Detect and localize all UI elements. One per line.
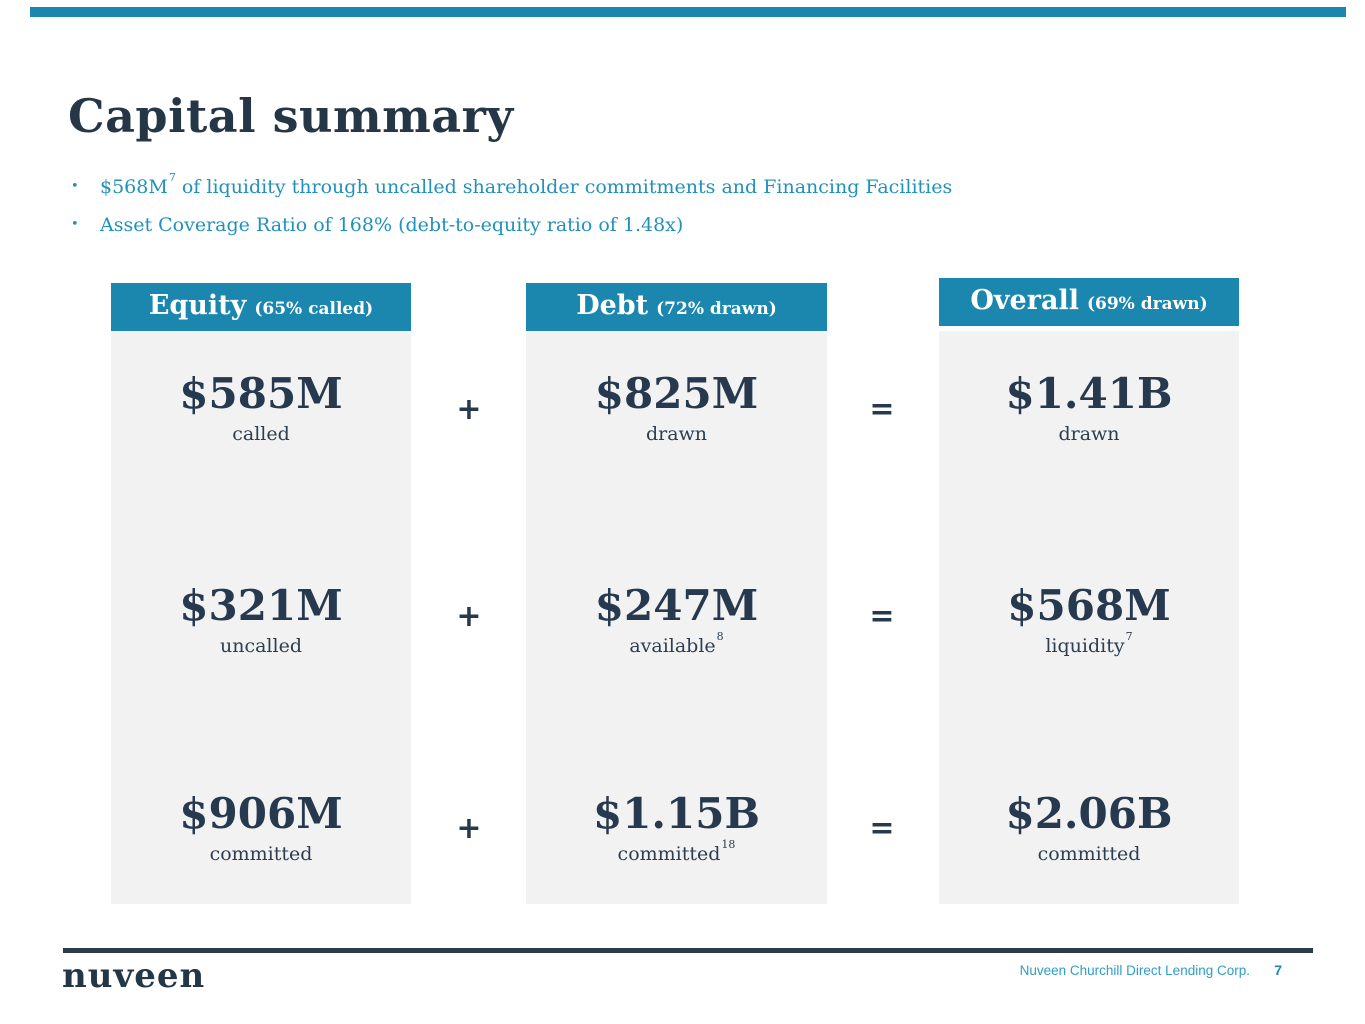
cell-label: committed18 (526, 837, 827, 867)
cell-value: $2.06B (1005, 789, 1173, 838)
overall-liquidity-cell: $568M liquidity7 (939, 581, 1239, 659)
header-qualifier: (69% drawn) (1086, 294, 1208, 314)
nuveen-logo: nuveen (62, 956, 206, 996)
footnote-superscript: 7 (1125, 629, 1133, 643)
plus-operator: + (456, 392, 482, 427)
plus-operator: + (456, 599, 482, 634)
column-header-equity: Equity (65% called) (111, 283, 411, 331)
column-debt: Debt (72% drawn) $825M drawn $247M avail… (526, 283, 827, 904)
footer-divider (63, 948, 1313, 953)
footnote-superscript: 18 (721, 837, 736, 851)
cell-value: $906M (179, 789, 343, 838)
cell-value: $825M (594, 369, 759, 418)
debt-committed-cell: $1.15B committed18 (526, 789, 827, 867)
cell-label: committed (1037, 843, 1141, 865)
column-overall: Overall (69% drawn) $1.41B drawn $568M l… (939, 278, 1239, 904)
cell-value: $1.15B (592, 789, 760, 838)
bullet-text: Asset Coverage Ratio of 168% (debt-to-eq… (100, 214, 684, 236)
overall-drawn-cell: $1.41B drawn (939, 369, 1239, 447)
cell-label: drawn (645, 423, 708, 445)
plus-operator: + (456, 811, 482, 846)
header-qualifier: (72% drawn) (656, 299, 777, 319)
header-title: Equity (148, 290, 247, 321)
footer-company: Nuveen Churchill Direct Lending Corp. (1019, 963, 1250, 978)
header-qualifier: (65% called) (254, 299, 374, 319)
cell-label: drawn (1058, 423, 1120, 445)
header-title: Overall (970, 285, 1079, 316)
bullet-item: • $568M7 of liquidity through uncalled sh… (69, 168, 952, 206)
bullet-dot-icon: • (71, 217, 79, 232)
overall-committed-cell: $2.06B committed (939, 789, 1239, 867)
cell-value: $247M (594, 581, 759, 630)
column-body: $1.41B drawn $568M liquidity7 $2.06B com… (939, 331, 1239, 904)
bullet-list: • $568M7 of liquidity through uncalled sh… (69, 168, 952, 244)
cell-label: available8 (526, 629, 827, 659)
equity-called-cell: $585M called (111, 369, 411, 447)
footnote-superscript: 7 (168, 170, 176, 184)
top-accent-bar (30, 7, 1346, 17)
equity-uncalled-cell: $321M uncalled (111, 581, 411, 659)
footnote-superscript: 8 (716, 629, 724, 643)
column-equity: Equity (65% called) $585M called $321M u… (111, 283, 411, 904)
equals-operator: = (869, 599, 895, 634)
cell-label-text: committed (617, 843, 721, 865)
cell-value: $1.41B (1005, 369, 1173, 418)
cell-label-text: available (629, 635, 716, 657)
equals-operator: = (869, 392, 895, 427)
bullet-dot-icon: • (71, 179, 79, 194)
debt-available-cell: $247M available8 (526, 581, 827, 659)
equals-operator: = (869, 811, 895, 846)
cell-value: $568M (1007, 581, 1171, 630)
bullet-text-rest: of liquidity through uncalled shareholde… (175, 176, 953, 198)
bullet-item: • Asset Coverage Ratio of 168% (debt-to-e… (69, 206, 952, 244)
cell-value: $321M (179, 581, 343, 630)
cell-label: committed (209, 843, 313, 865)
page-title: Capital summary (68, 89, 514, 143)
equity-committed-cell: $906M committed (111, 789, 411, 867)
cell-value: $585M (179, 369, 343, 418)
column-body: $585M called $321M uncalled $906M commit… (111, 331, 411, 904)
column-header-debt: Debt (72% drawn) (526, 283, 827, 331)
cell-label: called (232, 423, 290, 445)
cell-label: uncalled (219, 635, 302, 657)
column-header-overall: Overall (69% drawn) (939, 278, 1239, 326)
cell-label-text: liquidity (1045, 635, 1125, 657)
column-body: $825M drawn $247M available8 $1.15B comm… (526, 331, 827, 904)
bullet-text-lead: $568M (100, 176, 168, 198)
debt-drawn-cell: $825M drawn (526, 369, 827, 447)
header-title: Debt (576, 290, 649, 321)
page-number: 7 (1274, 962, 1282, 978)
cell-label: liquidity7 (939, 629, 1239, 659)
